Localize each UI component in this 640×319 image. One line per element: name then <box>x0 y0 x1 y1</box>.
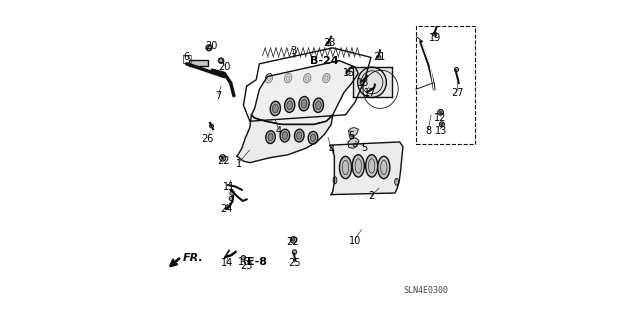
Ellipse shape <box>439 111 442 114</box>
Text: 15: 15 <box>342 68 355 78</box>
Ellipse shape <box>294 129 304 142</box>
Ellipse shape <box>266 131 275 144</box>
Ellipse shape <box>454 68 459 72</box>
Ellipse shape <box>352 155 364 177</box>
Ellipse shape <box>284 73 292 83</box>
Ellipse shape <box>308 131 318 144</box>
Text: 14: 14 <box>221 258 233 268</box>
Ellipse shape <box>376 55 381 60</box>
Polygon shape <box>237 115 333 163</box>
Ellipse shape <box>349 135 353 138</box>
Text: 23: 23 <box>323 38 336 48</box>
Bar <box>353 67 392 97</box>
Text: 1: 1 <box>236 159 242 169</box>
Text: 17: 17 <box>364 87 376 98</box>
Text: 20: 20 <box>218 62 230 72</box>
Ellipse shape <box>292 239 295 241</box>
Ellipse shape <box>273 104 278 113</box>
Ellipse shape <box>206 45 212 51</box>
Ellipse shape <box>221 157 224 159</box>
Text: E-8: E-8 <box>247 257 267 267</box>
Ellipse shape <box>323 73 330 83</box>
Ellipse shape <box>433 32 437 36</box>
Ellipse shape <box>303 73 311 83</box>
Text: 27: 27 <box>452 87 464 98</box>
Text: 5: 5 <box>348 130 355 141</box>
Ellipse shape <box>358 67 387 98</box>
Text: 16: 16 <box>238 256 250 267</box>
Text: 22: 22 <box>217 156 229 166</box>
Ellipse shape <box>285 98 295 112</box>
Ellipse shape <box>301 99 307 108</box>
Text: 8: 8 <box>426 126 431 136</box>
Text: 21: 21 <box>373 52 385 63</box>
Text: 18: 18 <box>357 78 369 88</box>
Text: FR.: FR. <box>183 253 204 263</box>
Ellipse shape <box>346 70 350 74</box>
Text: 9: 9 <box>227 196 233 206</box>
Text: 5: 5 <box>362 143 368 153</box>
Ellipse shape <box>280 129 290 142</box>
Text: B-24: B-24 <box>310 56 339 66</box>
Polygon shape <box>330 142 403 195</box>
Ellipse shape <box>326 41 331 46</box>
Ellipse shape <box>339 156 351 179</box>
Text: 23: 23 <box>240 261 252 271</box>
Ellipse shape <box>220 155 226 161</box>
Text: 24: 24 <box>221 204 233 214</box>
Ellipse shape <box>282 132 287 139</box>
Polygon shape <box>252 61 358 124</box>
Ellipse shape <box>218 58 223 63</box>
Ellipse shape <box>314 98 324 112</box>
Ellipse shape <box>210 124 214 128</box>
Text: 4: 4 <box>275 126 282 136</box>
Ellipse shape <box>287 101 292 110</box>
Text: 25: 25 <box>288 258 301 268</box>
Text: SLN4E0300: SLN4E0300 <box>404 286 449 295</box>
Text: 7: 7 <box>216 91 221 101</box>
Bar <box>189 60 209 66</box>
Ellipse shape <box>292 250 297 254</box>
Ellipse shape <box>316 101 321 110</box>
Text: 26: 26 <box>202 134 214 144</box>
Polygon shape <box>349 128 358 137</box>
Text: 6: 6 <box>184 52 189 63</box>
Polygon shape <box>348 138 359 148</box>
Text: 10: 10 <box>349 236 361 246</box>
Text: 22: 22 <box>287 237 299 248</box>
Text: 19: 19 <box>429 33 442 43</box>
Ellipse shape <box>441 123 443 126</box>
Text: 13: 13 <box>435 126 447 136</box>
Text: □: □ <box>182 53 192 63</box>
Ellipse shape <box>365 155 378 177</box>
Text: 12: 12 <box>435 113 447 123</box>
Text: 4: 4 <box>328 145 334 155</box>
Text: 3: 3 <box>290 46 296 56</box>
Ellipse shape <box>230 190 235 195</box>
Text: 11: 11 <box>223 182 236 192</box>
Bar <box>416 26 475 144</box>
Ellipse shape <box>241 256 246 260</box>
Ellipse shape <box>225 205 229 209</box>
Ellipse shape <box>270 101 280 115</box>
Ellipse shape <box>310 134 316 142</box>
Ellipse shape <box>439 122 444 127</box>
Text: 2: 2 <box>368 191 374 201</box>
Ellipse shape <box>378 156 390 179</box>
Ellipse shape <box>291 237 297 243</box>
Ellipse shape <box>265 73 273 83</box>
Ellipse shape <box>268 133 273 141</box>
Ellipse shape <box>297 132 302 139</box>
Ellipse shape <box>438 109 444 115</box>
Ellipse shape <box>333 177 337 184</box>
Ellipse shape <box>395 178 399 185</box>
Ellipse shape <box>353 143 357 147</box>
Ellipse shape <box>299 97 309 111</box>
Text: 20: 20 <box>205 41 218 51</box>
